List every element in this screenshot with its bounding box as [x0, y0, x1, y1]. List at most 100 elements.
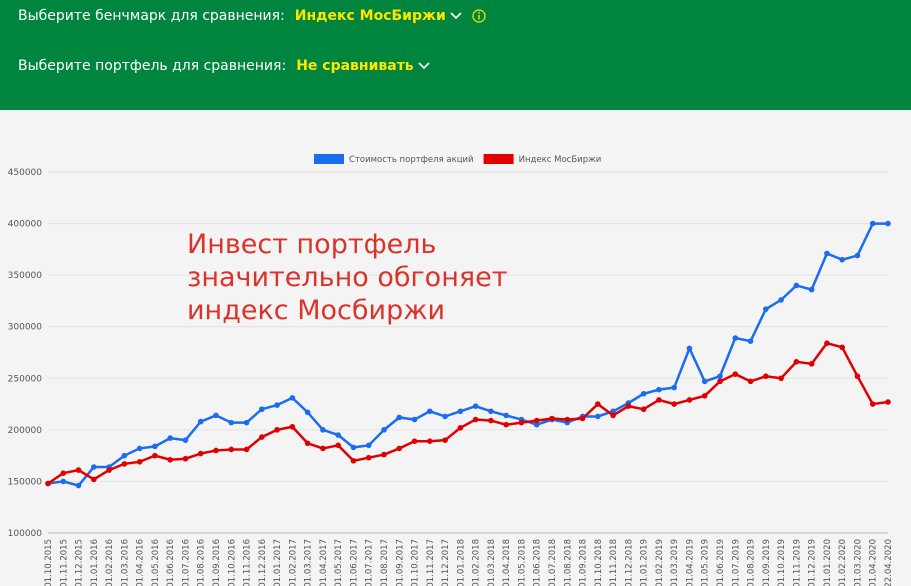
data-point	[243, 446, 250, 453]
data-point	[442, 437, 448, 443]
data-point	[365, 442, 372, 449]
data-point	[747, 338, 754, 344]
portfolio-row: Выберите портфель для сравнения: Не срав…	[18, 58, 430, 74]
x-tick-label: 01.11.2018	[609, 539, 619, 586]
data-point	[472, 403, 479, 409]
data-point	[365, 454, 372, 461]
data-point	[182, 455, 189, 462]
data-point	[182, 437, 189, 443]
chevron[interactable]	[450, 11, 462, 21]
data-point	[503, 412, 509, 419]
x-tick-label: 01.05.2019	[701, 539, 711, 586]
benchmark-label: Выберите бенчмарк для сравнения:	[18, 8, 285, 24]
benchmark-row: Выберите бенчмарк для сравнения: Индекс …	[18, 8, 486, 24]
data-point	[732, 335, 739, 341]
data-point	[763, 306, 769, 312]
data-point	[91, 476, 97, 483]
data-point	[533, 417, 540, 424]
data-point	[243, 419, 250, 426]
data-point	[381, 451, 387, 458]
data-point	[869, 401, 876, 407]
x-tick-label: 01.01.2020	[823, 539, 833, 586]
data-point	[335, 442, 341, 449]
data-point	[457, 424, 464, 431]
x-tick-label: 01.02.2016	[105, 539, 115, 586]
x-tick-label: 01.11.2015	[59, 539, 69, 586]
data-point	[320, 445, 326, 452]
data-point	[701, 393, 708, 399]
data-point	[686, 345, 693, 352]
data-point	[763, 373, 769, 380]
data-point	[75, 482, 82, 489]
data-point	[45, 480, 51, 487]
y-tick-label: 300000	[8, 323, 43, 333]
data-point	[610, 412, 616, 419]
data-point	[472, 416, 479, 423]
data-point	[839, 256, 845, 263]
data-point	[671, 384, 677, 391]
data-point	[854, 252, 861, 259]
x-tick-label: 01.12.2017	[441, 539, 451, 586]
x-tick-label: 01.10.2017	[411, 539, 421, 586]
data-point	[136, 445, 143, 452]
data-point	[656, 397, 662, 403]
chevron[interactable]	[418, 61, 430, 71]
x-tick-label: 01.02.2018	[472, 539, 482, 586]
data-point	[533, 421, 540, 428]
data-point	[793, 358, 800, 365]
x-tick-label: 01.05.2018	[517, 539, 527, 586]
data-point	[213, 412, 219, 419]
data-point	[732, 371, 739, 377]
x-tick-label: 01.11.2019	[792, 539, 802, 586]
x-tick-label: 01.06.2019	[716, 539, 726, 586]
annotation: Инвест портфель	[187, 229, 436, 260]
info-icon[interactable]	[472, 9, 486, 23]
y-tick-label: 350000	[8, 271, 43, 281]
data-point	[197, 418, 204, 425]
data-point	[274, 427, 280, 433]
x-tick-label: 01.02.2019	[655, 539, 665, 586]
x-tick-label: 01.04.2017	[319, 539, 329, 586]
x-tick-label: 01.01.2018	[456, 539, 466, 586]
data-point	[228, 446, 235, 453]
y-tick-label: 100000	[8, 529, 43, 539]
x-tick-label: 01.08.2019	[747, 539, 757, 586]
x-tick-label: 01.09.2017	[395, 539, 405, 586]
data-point	[579, 415, 586, 422]
x-tick-label: 01.04.2016	[136, 539, 146, 586]
x-tick-label: 01.11.2017	[426, 539, 436, 586]
data-point	[488, 408, 494, 415]
data-point	[121, 461, 128, 467]
x-tick-label: 22.04.2020	[884, 539, 894, 586]
data-point	[808, 286, 815, 293]
data-point	[427, 438, 433, 445]
y-tick-label: 200000	[8, 426, 43, 436]
data-point	[136, 459, 143, 465]
annotation: значительно обгоняет	[187, 262, 507, 293]
data-point	[885, 220, 891, 227]
data-point	[778, 375, 784, 382]
x-tick-label: 01.03.2017	[304, 539, 314, 586]
x-tick-label: 01.07.2019	[731, 539, 741, 586]
x-tick-label: 01.01.2017	[273, 539, 283, 586]
x-tick-label: 01.08.2018	[563, 539, 573, 586]
data-point	[518, 419, 525, 426]
portfolio-select[interactable]: Не сравнивать	[296, 58, 414, 74]
x-tick-label: 01.07.2016	[181, 539, 191, 586]
y-tick-label: 450000	[8, 168, 43, 178]
benchmark-select[interactable]: Индекс МосБиржи	[294, 8, 446, 24]
data-point	[686, 397, 693, 403]
data-point	[411, 416, 418, 423]
data-point	[824, 340, 830, 347]
data-point	[75, 467, 82, 473]
x-tick-label: 01.04.2018	[502, 539, 512, 586]
annotation: индекс Мосбиржи	[187, 295, 445, 326]
data-point	[701, 378, 708, 385]
x-tick-label: 01.03.2020	[853, 539, 863, 586]
legend-label: Индекс МосБиржи	[519, 155, 602, 165]
data-point	[335, 432, 341, 438]
data-point	[91, 464, 97, 470]
x-tick-label: 01.10.2019	[777, 539, 787, 586]
data-point	[564, 416, 571, 423]
